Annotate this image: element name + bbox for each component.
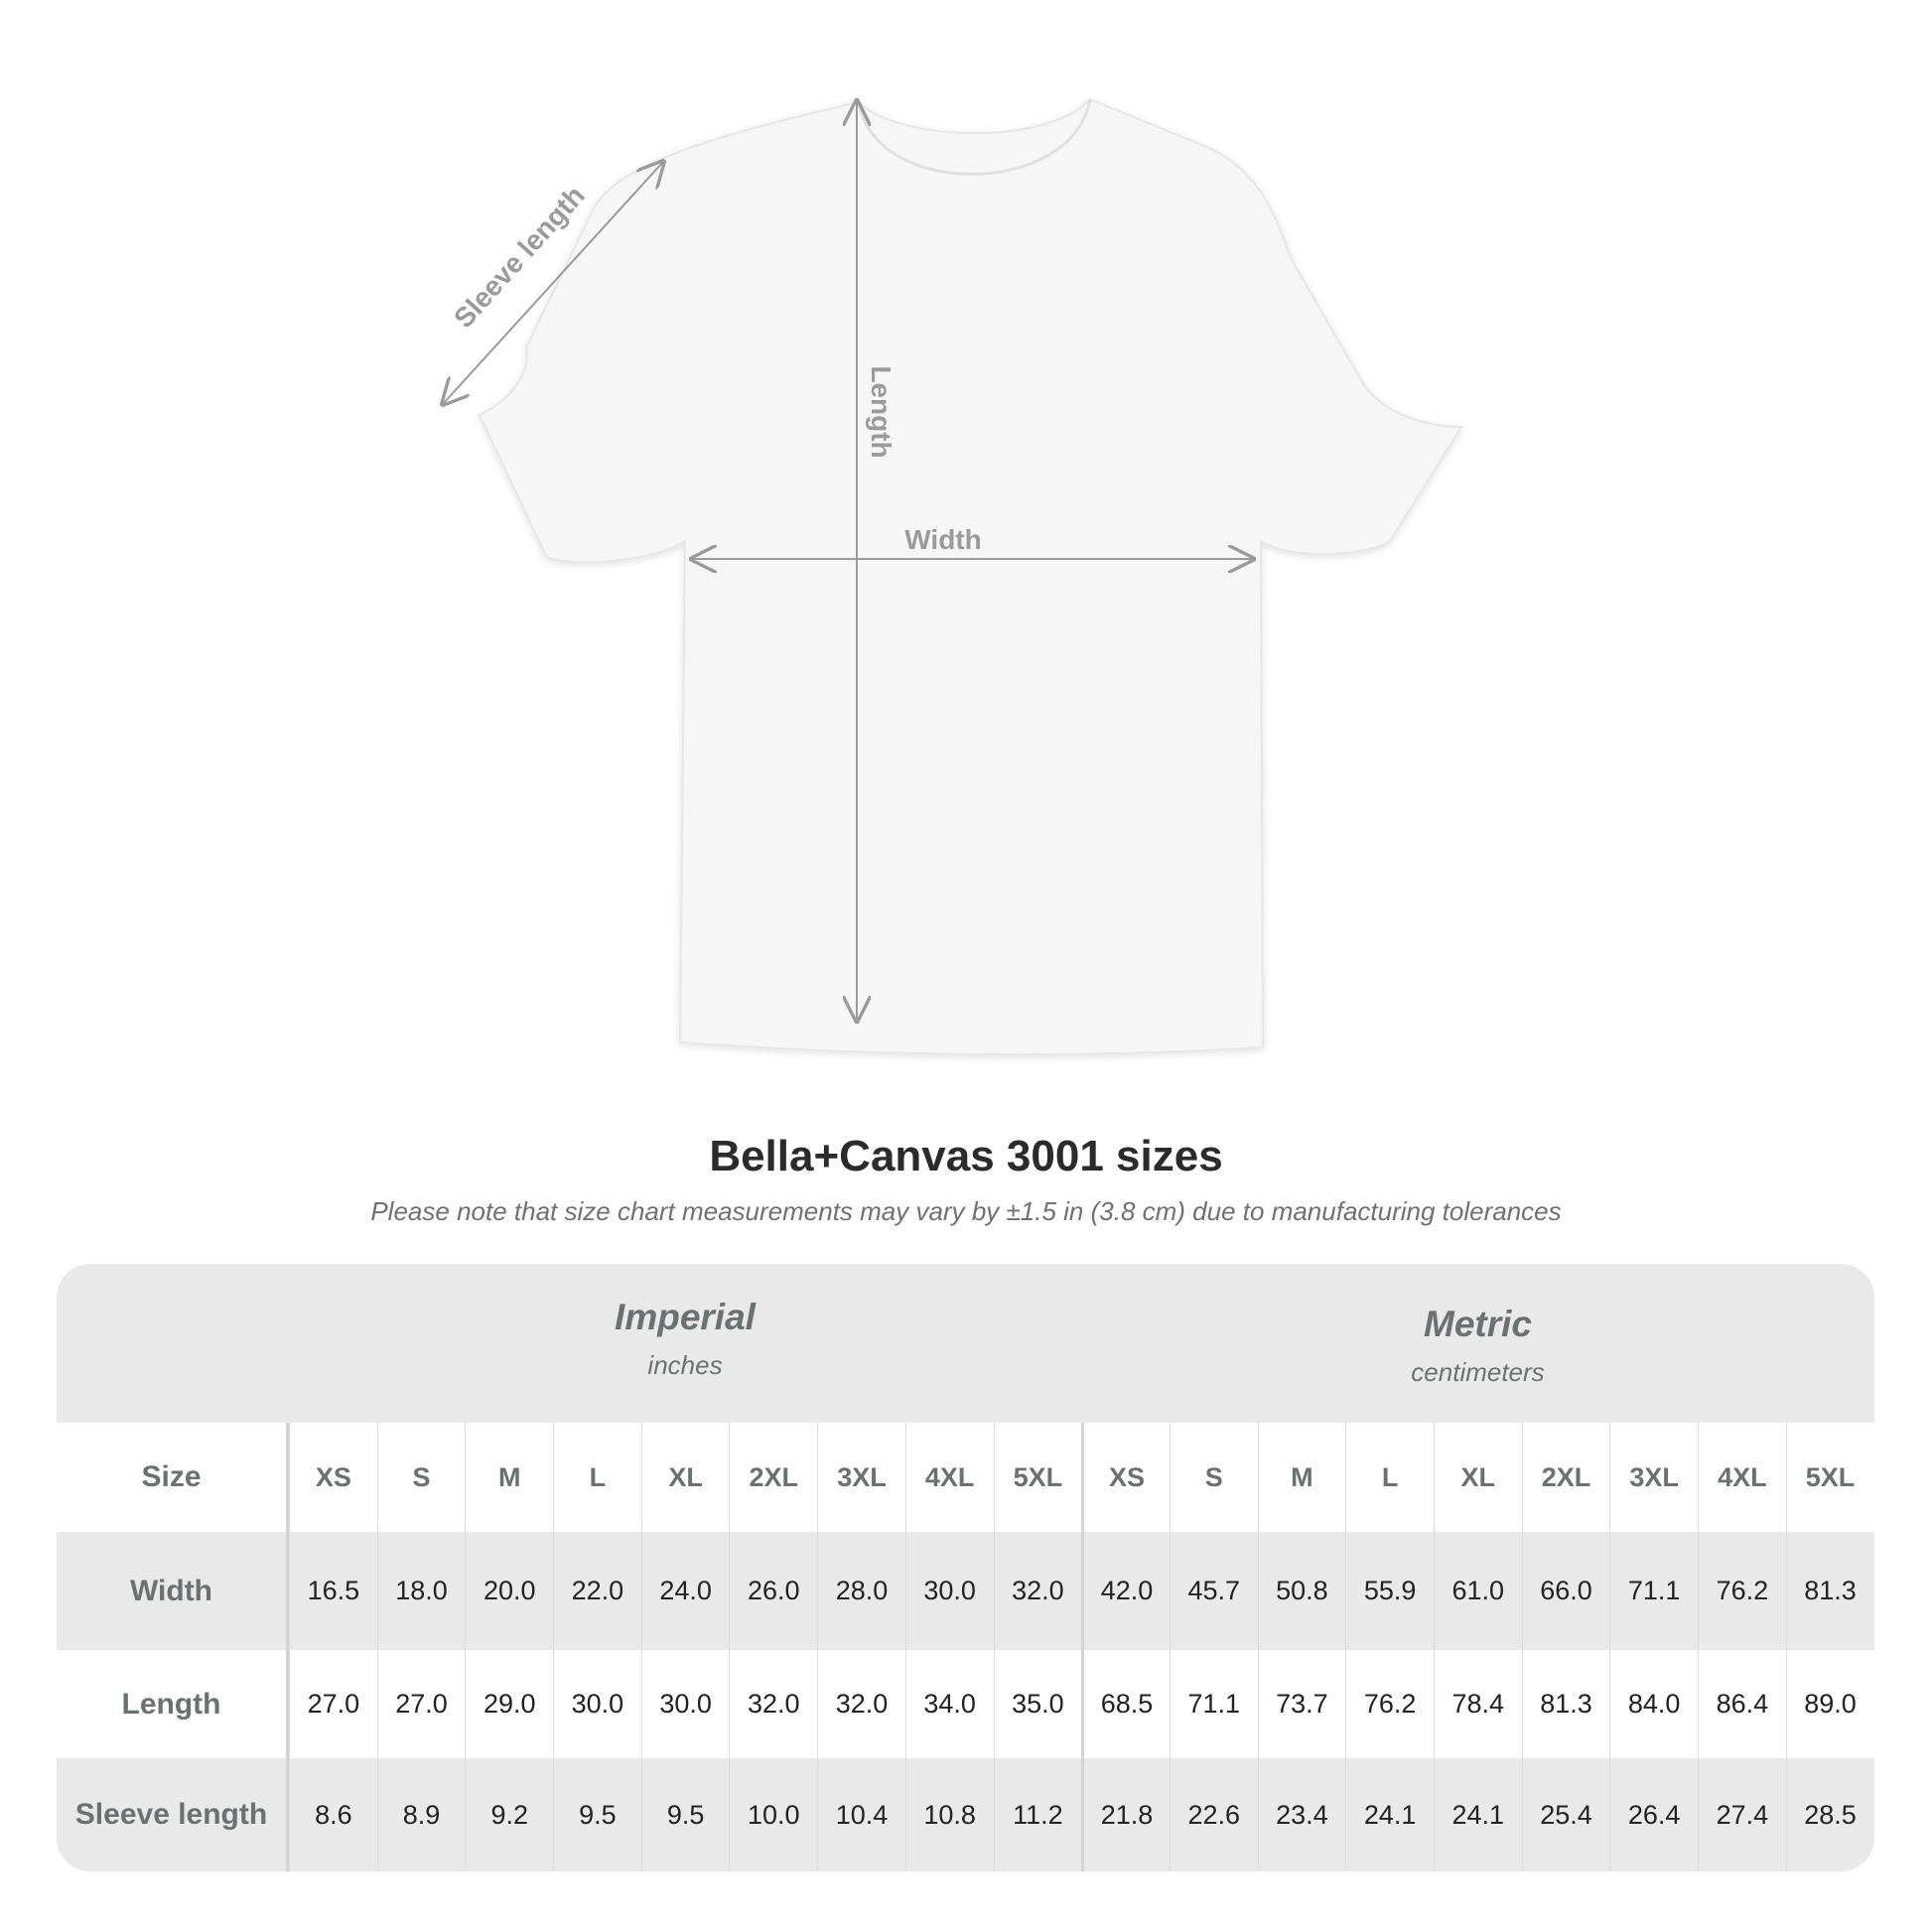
width-label: Width — [904, 524, 982, 555]
imperial-value-cell: 10.8 — [904, 1758, 994, 1871]
imperial-header: Imperial inches — [289, 1297, 1081, 1381]
page-title: Bella+Canvas 3001 sizes — [709, 1132, 1223, 1180]
imperial-size-header: XS — [289, 1423, 377, 1532]
row-label: Length — [57, 1650, 289, 1758]
metric-size-header: 2XL — [1521, 1423, 1610, 1532]
metric-value-cell: 73.7 — [1257, 1650, 1346, 1758]
metric-value-cell: 61.0 — [1433, 1532, 1522, 1650]
metric-value-cell: 68.5 — [1081, 1650, 1170, 1758]
imperial-value-cell: 8.9 — [376, 1758, 466, 1871]
metric-value-cell: 50.8 — [1257, 1532, 1346, 1650]
metric-value-cell: 55.9 — [1345, 1532, 1434, 1650]
table-row: Length 27.0 27.0 29.0 30.0 30.0 32.0 32.0 34.0 35… — [57, 1650, 1874, 1758]
row-label: Size — [57, 1423, 289, 1532]
metric-value-cell: 27.4 — [1698, 1758, 1786, 1871]
imperial-value-cell: 32.0 — [817, 1650, 905, 1758]
table-row: Sleeve length 8.6 8.9 9.2 9.5 9.5 10.0 10.4 10.8… — [57, 1758, 1874, 1871]
metric-size-header: M — [1257, 1423, 1346, 1532]
metric-size-header: 3XL — [1609, 1423, 1698, 1532]
imperial-value-cell: 9.5 — [553, 1758, 641, 1871]
metric-value-cell: 86.4 — [1698, 1650, 1786, 1758]
metric-value-cell: 22.6 — [1169, 1758, 1258, 1871]
imperial-value-cell: 27.0 — [376, 1650, 466, 1758]
metric-value-cell: 25.4 — [1521, 1758, 1610, 1871]
imperial-value-cell: 9.2 — [465, 1758, 553, 1871]
imperial-value-cell: 30.0 — [640, 1650, 730, 1758]
imperial-value-cell: 32.0 — [993, 1532, 1082, 1650]
imperial-title: Imperial — [615, 1297, 756, 1337]
imperial-value-cell: 29.0 — [465, 1650, 553, 1758]
metric-value-cell: 84.0 — [1609, 1650, 1698, 1758]
imperial-value-cell: 28.0 — [817, 1532, 905, 1650]
metric-value-cell: 66.0 — [1521, 1532, 1610, 1650]
metric-value-cell: 45.7 — [1169, 1532, 1258, 1650]
metric-value-cell: 42.0 — [1081, 1532, 1170, 1650]
imperial-value-cell: 26.0 — [729, 1532, 817, 1650]
imperial-unit: inches — [647, 1350, 723, 1380]
imperial-size-header: L — [553, 1423, 641, 1532]
imperial-size-header: 2XL — [729, 1423, 817, 1532]
imperial-value-cell: 20.0 — [465, 1532, 553, 1650]
size-row: Size XS S M L XL 2XL 3XL 4XL 5XL XS S M L XL 2XL 3XL 4XL 5… — [57, 1423, 1874, 1532]
imperial-value-cell: 24.0 — [640, 1532, 730, 1650]
table-row: Width 16.5 18.0 20.0 22.0 24.0 26.0 28.0 30.0 32.… — [57, 1532, 1874, 1650]
size-table: Imperial inches Metric centimeters Size X… — [57, 1264, 1874, 1871]
metric-value-cell: 76.2 — [1345, 1650, 1434, 1758]
metric-value-cell: 26.4 — [1609, 1758, 1698, 1871]
metric-value-cell: 81.3 — [1785, 1532, 1874, 1650]
length-label: Length — [866, 365, 897, 458]
metric-value-cell: 71.1 — [1609, 1532, 1698, 1650]
metric-value-cell: 71.1 — [1169, 1650, 1258, 1758]
imperial-value-cell: 32.0 — [729, 1650, 817, 1758]
imperial-value-cell: 16.5 — [289, 1532, 377, 1650]
metric-value-cell: 24.1 — [1433, 1758, 1522, 1871]
imperial-value-cell: 30.0 — [904, 1532, 994, 1650]
imperial-value-cell: 10.4 — [817, 1758, 905, 1871]
imperial-size-header: XL — [640, 1423, 730, 1532]
metric-unit: centimeters — [1411, 1357, 1545, 1387]
imperial-size-header: M — [465, 1423, 553, 1532]
imperial-size-header: 4XL — [904, 1423, 994, 1532]
metric-size-header: 5XL — [1785, 1423, 1874, 1532]
imperial-size-header: 3XL — [817, 1423, 905, 1532]
metric-value-cell: 21.8 — [1081, 1758, 1170, 1871]
metric-value-cell: 78.4 — [1433, 1650, 1522, 1758]
metric-value-cell: 23.4 — [1257, 1758, 1346, 1871]
metric-value-cell: 24.1 — [1345, 1758, 1434, 1871]
metric-size-header: 4XL — [1698, 1423, 1786, 1532]
metric-value-cell: 76.2 — [1698, 1532, 1786, 1650]
imperial-value-cell: 8.6 — [289, 1758, 377, 1871]
table-header: Imperial inches Metric centimeters — [57, 1264, 1874, 1423]
imperial-value-cell: 22.0 — [553, 1532, 641, 1650]
imperial-value-cell: 30.0 — [553, 1650, 641, 1758]
imperial-value-cell: 11.2 — [993, 1758, 1082, 1871]
metric-header: Metric centimeters — [1081, 1304, 1874, 1388]
row-label: Sleeve length — [57, 1758, 289, 1871]
imperial-value-cell: 9.5 — [640, 1758, 730, 1871]
metric-value-cell: 81.3 — [1521, 1650, 1610, 1758]
imperial-value-cell: 10.0 — [729, 1758, 817, 1871]
sleeve-arrow — [443, 162, 663, 404]
metric-value-cell: 28.5 — [1785, 1758, 1874, 1871]
metric-title: Metric — [1424, 1304, 1532, 1344]
metric-size-header: S — [1169, 1423, 1258, 1532]
imperial-value-cell: 27.0 — [289, 1650, 377, 1758]
metric-value-cell: 89.0 — [1785, 1650, 1874, 1758]
metric-size-header: L — [1345, 1423, 1434, 1532]
metric-size-header: XS — [1081, 1423, 1170, 1532]
row-label: Width — [57, 1532, 289, 1650]
imperial-size-header: S — [376, 1423, 466, 1532]
imperial-value-cell: 34.0 — [904, 1650, 994, 1758]
imperial-value-cell: 35.0 — [993, 1650, 1082, 1758]
tshirt-shape — [478, 97, 1463, 1055]
imperial-size-header: 5XL — [993, 1423, 1082, 1532]
tshirt-diagram: Sleeve length Length Width — [0, 97, 1463, 1055]
imperial-value-cell: 18.0 — [376, 1532, 466, 1650]
metric-size-header: XL — [1433, 1423, 1522, 1532]
tolerance-note: Please note that size chart measurements… — [370, 1196, 1562, 1226]
